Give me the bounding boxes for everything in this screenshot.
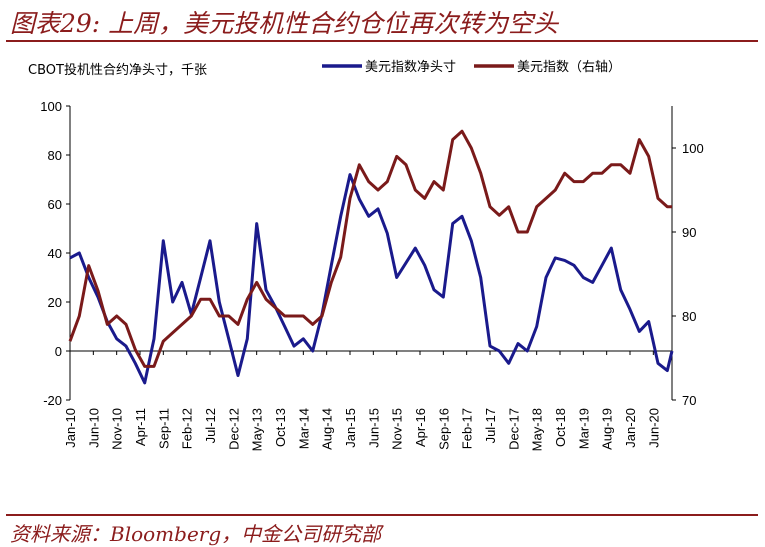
left-axis-title: CBOT投机性合约净头寸，千张 <box>28 62 207 78</box>
source-divider <box>6 514 758 516</box>
right-tick-label: 80 <box>682 309 696 324</box>
right-tick-label: 100 <box>682 141 704 156</box>
x-tick-label: Sep-16 <box>436 408 451 450</box>
x-tick-label: Nov-10 <box>110 408 125 450</box>
x-tick-label: May-18 <box>530 408 545 451</box>
x-tick-label: Apr-11 <box>133 408 148 446</box>
x-tick-label: Mar-19 <box>576 408 591 449</box>
x-tick-label: Jul-12 <box>203 408 218 443</box>
legend: 美元指数净头寸 美元指数（右轴） <box>322 60 621 75</box>
x-tick-label: Jan-10 <box>63 408 78 448</box>
x-tick-label: Aug-14 <box>320 408 335 450</box>
left-tick-label: 80 <box>48 148 62 163</box>
chart-title: 图表29: 上周，美元投机性合约仓位再次转为空头 <box>10 9 559 38</box>
left-tick-label: 20 <box>48 295 62 310</box>
x-tick-label: Dec-17 <box>506 408 521 450</box>
x-tick-label: Jan-15 <box>343 408 358 448</box>
x-tick-label: Mar-14 <box>296 408 311 449</box>
x-tick-label: Jun-15 <box>366 408 381 448</box>
right-tick-label: 90 <box>682 225 696 240</box>
plot-area: 100 80 60 40 20 0 -20 100 90 80 70 Jan-10 Jun-10 Nov-… <box>40 99 703 451</box>
x-tick-label: Jun-10 <box>86 408 101 448</box>
left-tick-label: 60 <box>48 197 62 212</box>
x-tick-label: Nov-15 <box>390 408 405 450</box>
left-tick-label: 0 <box>55 344 62 359</box>
x-tick-label: Feb-17 <box>460 408 475 449</box>
x-tick-label: May-13 <box>250 408 265 451</box>
x-tick-label: Apr-16 <box>413 408 428 447</box>
left-tick-label: 100 <box>40 99 62 114</box>
x-tick-label: Jun-20 <box>646 408 661 448</box>
source-note: 资料来源：Bloomberg，中金公司研究部 <box>10 522 382 546</box>
x-tick-label: Jul-17 <box>483 408 498 443</box>
x-tick-label: Oct-13 <box>273 408 288 447</box>
x-tick-label: Feb-12 <box>180 408 195 449</box>
x-tick-label: Oct-18 <box>553 408 568 447</box>
x-tick-label: Sep-11 <box>156 408 171 449</box>
x-tick-label: Dec-12 <box>226 408 241 450</box>
right-tick-label: 70 <box>682 393 696 408</box>
series-line-2 <box>68 129 672 368</box>
left-tick-label: -20 <box>43 393 62 408</box>
left-tick-label: 40 <box>48 246 62 261</box>
x-tick-label: Jan-20 <box>623 408 638 448</box>
legend-label: 美元指数（右轴） <box>517 60 621 75</box>
legend-label: 美元指数净头寸 <box>365 60 456 75</box>
series-line-1 <box>69 173 674 385</box>
title-divider <box>6 40 758 42</box>
x-tick-label: Aug-19 <box>600 408 615 450</box>
